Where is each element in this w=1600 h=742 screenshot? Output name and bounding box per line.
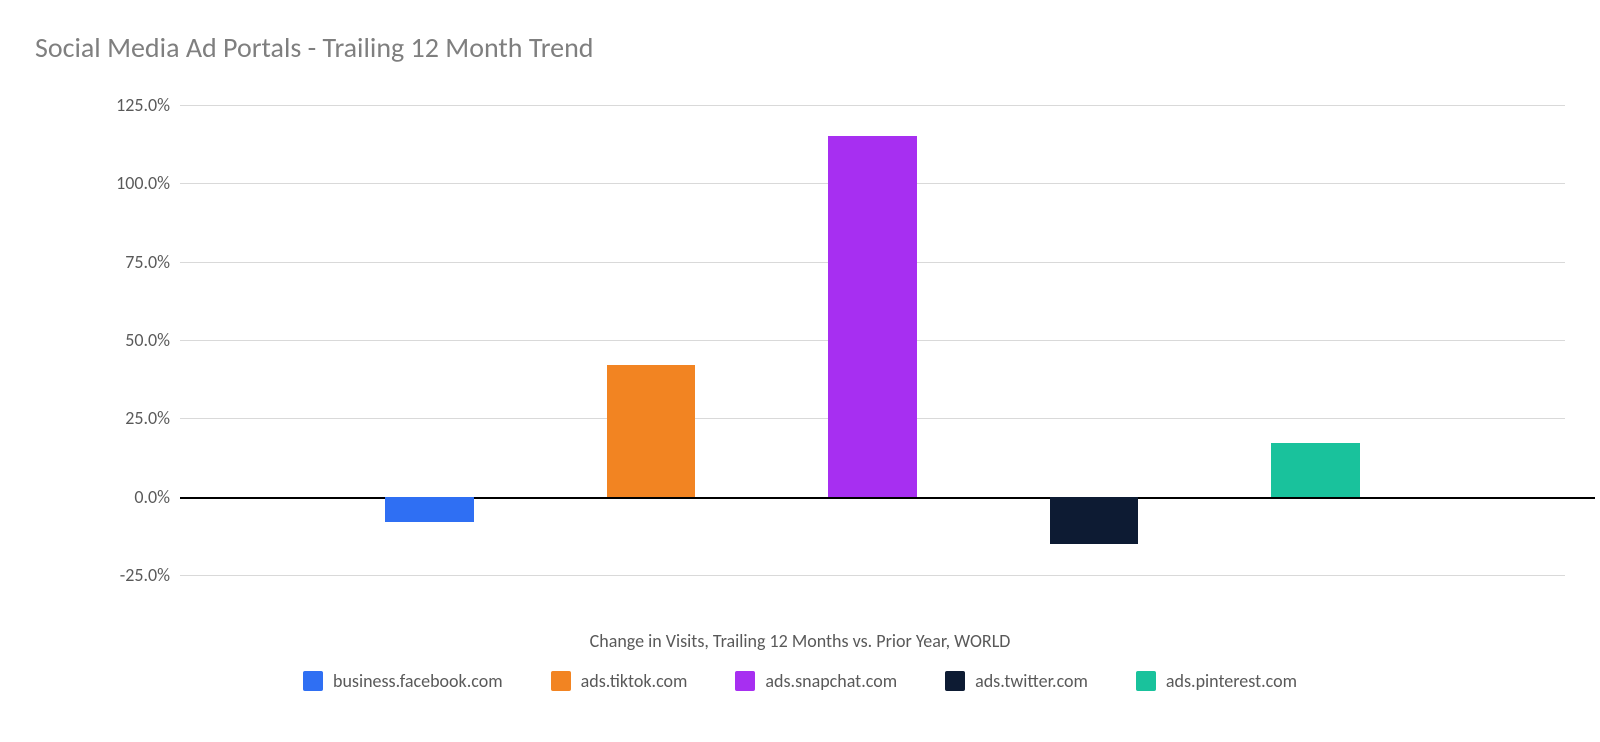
legend: business.facebook.com ads.tiktok.com ads.s… <box>0 670 1600 692</box>
legend-item: business.facebook.com <box>303 670 503 692</box>
ytick-label: 25.0% <box>125 407 170 429</box>
legend-swatch <box>945 671 965 691</box>
legend-swatch <box>1136 671 1156 691</box>
ytick-label: 100.0% <box>116 172 170 194</box>
legend-label: business.facebook.com <box>333 670 503 692</box>
legend-item: ads.twitter.com <box>945 670 1088 692</box>
legend-label: ads.twitter.com <box>975 670 1088 692</box>
gridline <box>180 575 1565 576</box>
legend-item: ads.pinterest.com <box>1136 670 1297 692</box>
legend-label: ads.snapchat.com <box>765 670 897 692</box>
bar <box>1271 443 1360 496</box>
chart-container: Social Media Ad Portals - Trailing 12 Mo… <box>0 0 1600 742</box>
legend-label: ads.pinterest.com <box>1166 670 1297 692</box>
ytick-label: 0.0% <box>134 486 170 508</box>
bar <box>607 365 696 497</box>
ytick-label: 75.0% <box>125 251 170 273</box>
chart-title: Social Media Ad Portals - Trailing 12 Mo… <box>35 30 594 65</box>
plot-area <box>180 105 1565 575</box>
legend-label: ads.tiktok.com <box>581 670 688 692</box>
legend-item: ads.tiktok.com <box>551 670 688 692</box>
bars-layer <box>180 105 1565 575</box>
legend-swatch <box>303 671 323 691</box>
bar <box>1050 497 1139 544</box>
bar <box>828 136 917 496</box>
legend-item: ads.snapchat.com <box>735 670 897 692</box>
ytick-label: -25.0% <box>120 564 170 586</box>
chart-subtitle: Change in Visits, Trailing 12 Months vs.… <box>0 630 1600 652</box>
legend-swatch <box>551 671 571 691</box>
ytick-label: 125.0% <box>116 94 170 116</box>
bar <box>385 497 474 522</box>
legend-swatch <box>735 671 755 691</box>
ytick-label: 50.0% <box>125 329 170 351</box>
